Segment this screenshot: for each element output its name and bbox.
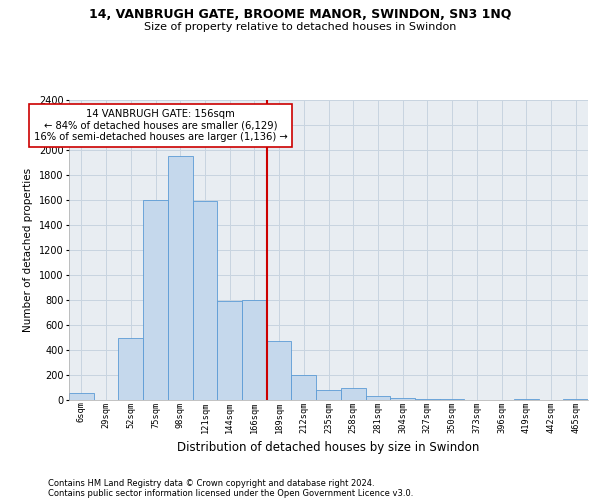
Text: Size of property relative to detached houses in Swindon: Size of property relative to detached ho… — [144, 22, 456, 32]
Bar — [341, 388, 365, 400]
Text: Contains HM Land Registry data © Crown copyright and database right 2024.: Contains HM Land Registry data © Crown c… — [48, 478, 374, 488]
X-axis label: Distribution of detached houses by size in Swindon: Distribution of detached houses by size … — [178, 441, 479, 454]
Bar — [69, 392, 94, 400]
Bar — [168, 156, 193, 400]
Bar — [242, 300, 267, 400]
Bar — [365, 396, 390, 400]
Text: 14 VANBRUGH GATE: 156sqm
← 84% of detached houses are smaller (6,129)
16% of sem: 14 VANBRUGH GATE: 156sqm ← 84% of detach… — [34, 109, 287, 142]
Bar — [390, 398, 415, 400]
Bar — [118, 338, 143, 400]
Text: 14, VANBRUGH GATE, BROOME MANOR, SWINDON, SN3 1NQ: 14, VANBRUGH GATE, BROOME MANOR, SWINDON… — [89, 8, 511, 20]
Bar — [316, 390, 341, 400]
Bar — [143, 200, 168, 400]
Text: Contains public sector information licensed under the Open Government Licence v3: Contains public sector information licen… — [48, 488, 413, 498]
Bar — [217, 301, 242, 400]
Y-axis label: Number of detached properties: Number of detached properties — [23, 168, 33, 332]
Bar — [292, 375, 316, 400]
Bar — [267, 341, 292, 400]
Bar — [193, 201, 217, 400]
